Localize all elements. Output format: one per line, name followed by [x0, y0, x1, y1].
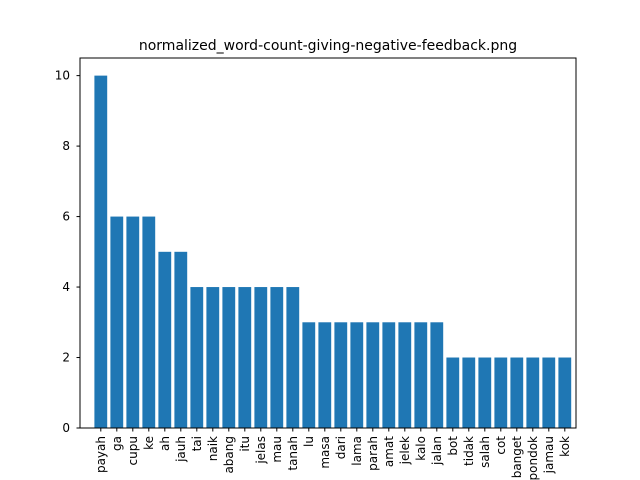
bar-pondok	[526, 357, 540, 428]
bar-cot	[494, 357, 508, 428]
bar-tanah	[286, 287, 300, 428]
x-tick-label-ah: ah	[158, 436, 172, 451]
x-tick-label-naik: naik	[206, 436, 220, 461]
bar-mau	[270, 287, 284, 428]
bar-cupu	[126, 216, 140, 428]
x-tick-label-amat: amat	[382, 436, 396, 467]
x-tick-label-cupu: cupu	[126, 436, 140, 465]
chart-title: normalized_word-count-giving-negative-fe…	[139, 38, 517, 54]
bar-abang	[222, 287, 236, 428]
y-tick-label: 6	[62, 210, 70, 224]
bar-salah	[478, 357, 492, 428]
bar-parah	[366, 322, 380, 428]
bar-kok	[558, 357, 572, 428]
x-tick-label-tanah: tanah	[286, 436, 300, 471]
bar-naik	[206, 287, 220, 428]
x-tick-label-kalo: kalo	[414, 436, 428, 461]
bar-tai	[190, 287, 204, 428]
x-tick-label-ga: ga	[110, 436, 124, 451]
y-tick-label: 4	[62, 280, 70, 294]
bar-bot	[446, 357, 460, 428]
bar-jamau	[542, 357, 556, 428]
bar-banget	[510, 357, 524, 428]
bar-amat	[382, 322, 396, 428]
x-tick-label-bot: bot	[446, 436, 460, 456]
bars-group	[94, 75, 572, 429]
y-axis: 0 2 4 6 8 10	[55, 69, 80, 435]
y-tick-label: 0	[62, 421, 70, 435]
bar-ke	[142, 216, 156, 428]
bar-payah	[94, 75, 108, 429]
x-tick-label-tidak: tidak	[462, 436, 476, 466]
plot-frame	[79, 57, 577, 429]
x-tick-label-parah: parah	[366, 436, 380, 471]
bar-itu	[238, 287, 252, 428]
x-tick-label-ke: ke	[142, 436, 156, 450]
x-axis: payah ga cupu ke ah jauh tai naik abang itu jelas m…	[94, 428, 572, 480]
bar-jelek	[398, 322, 412, 428]
x-tick-label-kok: kok	[558, 436, 572, 457]
bar-ah	[158, 251, 172, 428]
x-tick-label-dari: dari	[334, 436, 348, 459]
x-tick-label-banget: banget	[510, 436, 524, 479]
bar-lama	[350, 322, 364, 428]
x-tick-label-masa: masa	[318, 436, 332, 469]
bar-ga	[110, 216, 124, 428]
y-tick-label: 2	[62, 351, 70, 365]
x-tick-label-lu: lu	[302, 436, 316, 447]
x-tick-label-lama: lama	[350, 436, 364, 466]
bar-tidak	[462, 357, 476, 428]
y-tick-label: 10	[55, 69, 70, 83]
x-tick-label-jelas: jelas	[254, 436, 268, 465]
x-tick-label-cot: cot	[494, 436, 508, 455]
x-tick-label-jelek: jelek	[398, 436, 412, 465]
bar-masa	[318, 322, 332, 428]
x-tick-label-jauh: jauh	[174, 436, 188, 463]
x-tick-label-tai: tai	[190, 436, 204, 451]
x-tick-label-itu: itu	[238, 436, 252, 452]
bar-lu	[302, 322, 316, 428]
x-tick-label-salah: salah	[478, 436, 492, 468]
x-tick-label-jamau: jamau	[542, 436, 556, 474]
x-tick-label-abang: abang	[222, 436, 236, 474]
bar-jelas	[254, 287, 268, 428]
x-tick-label-jalan: jalan	[430, 436, 444, 466]
bar-jauh	[174, 251, 188, 428]
x-tick-label-pondok: pondok	[526, 436, 540, 480]
x-tick-label-mau: mau	[270, 436, 284, 463]
bar-dari	[334, 322, 348, 428]
x-tick-label-payah: payah	[94, 436, 108, 473]
bar-kalo	[414, 322, 428, 428]
bar-jalan	[430, 322, 444, 428]
y-tick-label: 8	[62, 139, 70, 153]
